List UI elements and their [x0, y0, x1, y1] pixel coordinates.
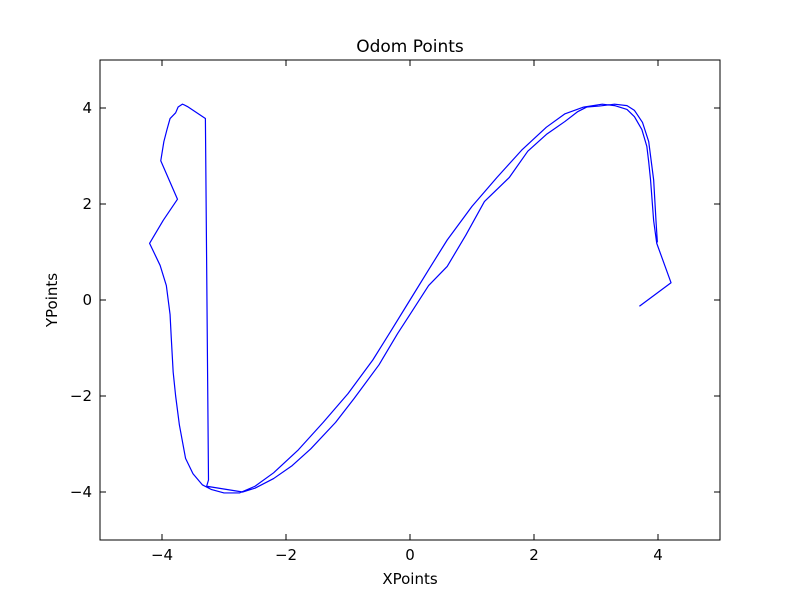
plot-frame — [99, 59, 721, 541]
x-tick-label: 4 — [653, 546, 663, 564]
y-tick-label: 4 — [82, 99, 92, 117]
y-tick-label: 0 — [82, 291, 92, 309]
series-line-0 — [149, 103, 672, 494]
data-layer — [149, 103, 672, 494]
chart-title: Odom Points — [356, 37, 464, 57]
y-tick-label: −2 — [70, 387, 92, 405]
tick-layer: −4 −2 0 2 4 −4 −2 0 2 4 — [70, 60, 720, 564]
x-tick-label: 0 — [405, 546, 415, 564]
x-tick-label: −2 — [275, 546, 297, 564]
x-tick-label: −4 — [151, 546, 173, 564]
x-tick-label: 2 — [529, 546, 539, 564]
y-axis-label: YPoints — [43, 273, 61, 328]
x-axis-label: XPoints — [382, 570, 438, 588]
y-tick-label: 2 — [82, 195, 92, 213]
y-tick-label: −4 — [70, 483, 92, 501]
